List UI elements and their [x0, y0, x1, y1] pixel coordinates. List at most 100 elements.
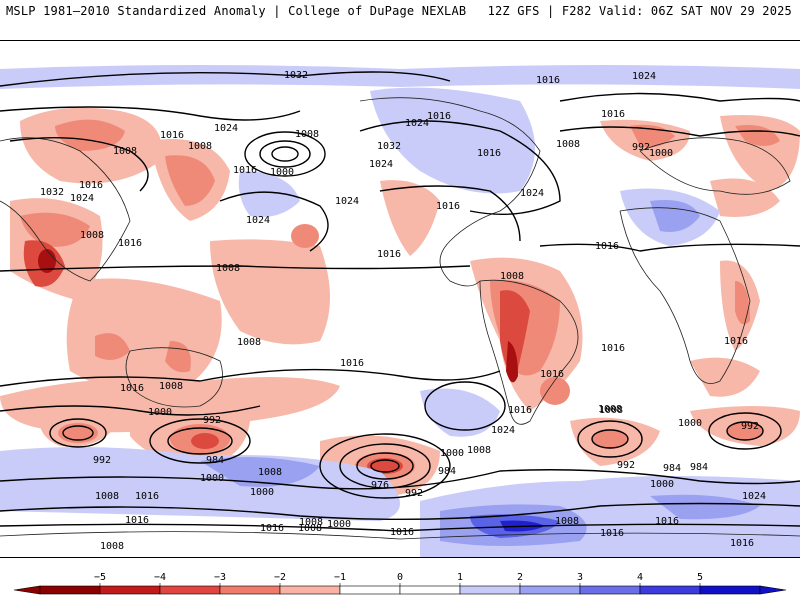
- isobar: [0, 265, 471, 272]
- colorbar-tick-label: 4: [637, 572, 643, 583]
- isobar-label: 1008: [113, 146, 137, 157]
- isobar: [0, 502, 800, 521]
- isobar: [219, 191, 329, 252]
- isobar-low: [259, 140, 311, 168]
- anomaly-fill-light: [710, 178, 780, 217]
- isobar-label: 984: [206, 455, 224, 466]
- isobar: [0, 71, 451, 87]
- anomaly-fill-mid: [165, 155, 215, 206]
- coastlines: [0, 97, 800, 540]
- coastline-asia: [0, 137, 131, 282]
- isobar-label: 992: [405, 488, 423, 499]
- isobar-label: 1032: [284, 70, 308, 81]
- colorbar: −5 −4 −3 −2 −1 0 1 2 3 4 5: [13, 572, 787, 595]
- coastline-north-america: [359, 97, 541, 287]
- isobar-label: 1016: [120, 383, 144, 394]
- anomaly-fill-mid: [650, 494, 760, 520]
- isobar-label: 1024: [70, 193, 94, 204]
- isobar-label: 1016: [601, 109, 625, 120]
- anomaly-fill-mid: [727, 422, 763, 440]
- isobar-label: 1024: [632, 71, 656, 82]
- isobar-label: 1016: [79, 180, 103, 191]
- anomaly-fill-light: [66, 278, 222, 394]
- isobar-label: 1008: [258, 467, 282, 478]
- isobar-label: 1016: [655, 516, 679, 527]
- isobar-label: 1024: [214, 123, 238, 134]
- isobar-low: [370, 459, 400, 473]
- isobar-low: [577, 420, 643, 458]
- isobar-label: 1008: [188, 141, 212, 152]
- isobar-label: 1016: [436, 201, 460, 212]
- isobar-label: 1024: [335, 196, 359, 207]
- isobar-label: 1000: [678, 418, 702, 429]
- isobar-label: 1016: [377, 249, 401, 260]
- colorbar-tick-label: 1: [457, 572, 463, 583]
- isobar: [9, 136, 149, 192]
- isobar-label: 1024: [369, 159, 393, 170]
- isobar-low: [726, 421, 764, 441]
- mslp-anomaly-map[interactable]: 1032 1016 1024 1016 1008 1008 1016 1024 …: [0, 40, 800, 558]
- isobar-low: [62, 425, 94, 441]
- isobar-label: 1024: [491, 425, 515, 436]
- anomaly-fill-mid: [200, 457, 320, 487]
- isobar: [559, 126, 800, 137]
- isobar: [539, 243, 800, 252]
- colorbar-segment: [99, 585, 161, 595]
- map-title: MSLP 1981–2010 Standardized Anomaly | Co…: [6, 4, 467, 18]
- colorbar-tick-label: 2: [517, 572, 523, 583]
- colorbar-tick-label: −1: [334, 572, 346, 583]
- isobar-label: 1016: [160, 130, 184, 141]
- isobar-label: 1024: [520, 188, 544, 199]
- colorbar-segment: [159, 585, 221, 595]
- colorbar-segment: [39, 585, 101, 595]
- isobar-label: 1008: [295, 129, 319, 140]
- colorbar-segment: [339, 585, 401, 595]
- colorbar-segment: [519, 585, 581, 595]
- isobar-label: 1016: [600, 528, 624, 539]
- isobar-label: 1008: [298, 523, 322, 534]
- isobar-label: 1008: [467, 445, 491, 456]
- isobar-label: 1016: [390, 527, 414, 538]
- isobar-label: 1016: [540, 369, 564, 380]
- anomaly-fill-strong: [191, 433, 219, 449]
- colorbar-end-cap-left: [13, 585, 41, 595]
- isobar-low: [49, 418, 107, 448]
- isobar-label: 1000: [200, 473, 224, 484]
- isobar-label: 1000: [148, 407, 172, 418]
- isobar-label: 1016: [260, 523, 284, 534]
- coastline-australia: [125, 347, 223, 408]
- isobar-low: [708, 412, 782, 450]
- coastline-south-america: [479, 279, 579, 425]
- colorbar-tick-label: 3: [577, 572, 583, 583]
- colorbar-tick-label: −5: [94, 572, 106, 583]
- isobar-low: [319, 433, 451, 499]
- anomaly-fill-light: [370, 87, 535, 194]
- anomaly-fill-extreme: [38, 249, 56, 273]
- isobar-label: 1000: [440, 448, 464, 459]
- anomaly-fill-mid: [291, 224, 319, 248]
- isobar-low: [271, 146, 299, 162]
- isobar-label: 1008: [500, 271, 524, 282]
- isobar-label: 1000: [327, 519, 351, 530]
- isobar-label: 1008: [599, 405, 623, 416]
- anomaly-fill-light: [720, 115, 800, 191]
- isobar-label: 992: [93, 455, 111, 466]
- colorbar-segment: [639, 585, 701, 595]
- isobar-low: [356, 452, 414, 480]
- anomaly-fill-light: [238, 171, 300, 217]
- isobar-label: 992: [617, 460, 635, 471]
- isobar: [359, 120, 561, 215]
- isobar-label: 1024: [742, 491, 766, 502]
- isobar-label: 984: [663, 463, 681, 474]
- isobar-label: 1000: [250, 487, 274, 498]
- anomaly-fill-mid: [735, 281, 750, 325]
- isobar-label: 1016: [724, 336, 748, 347]
- isobar-label: 1016: [730, 538, 754, 549]
- isobar-label: 992: [741, 421, 759, 432]
- isobar-label: 1008: [216, 263, 240, 274]
- map-canvas: 1032 1016 1024 1016 1008 1008 1016 1024 …: [0, 65, 800, 557]
- isobar-low: [149, 418, 251, 464]
- anomaly-fill-mid: [165, 341, 191, 373]
- isobar-label: 1008: [555, 516, 579, 527]
- isobar-label: 976: [371, 480, 389, 491]
